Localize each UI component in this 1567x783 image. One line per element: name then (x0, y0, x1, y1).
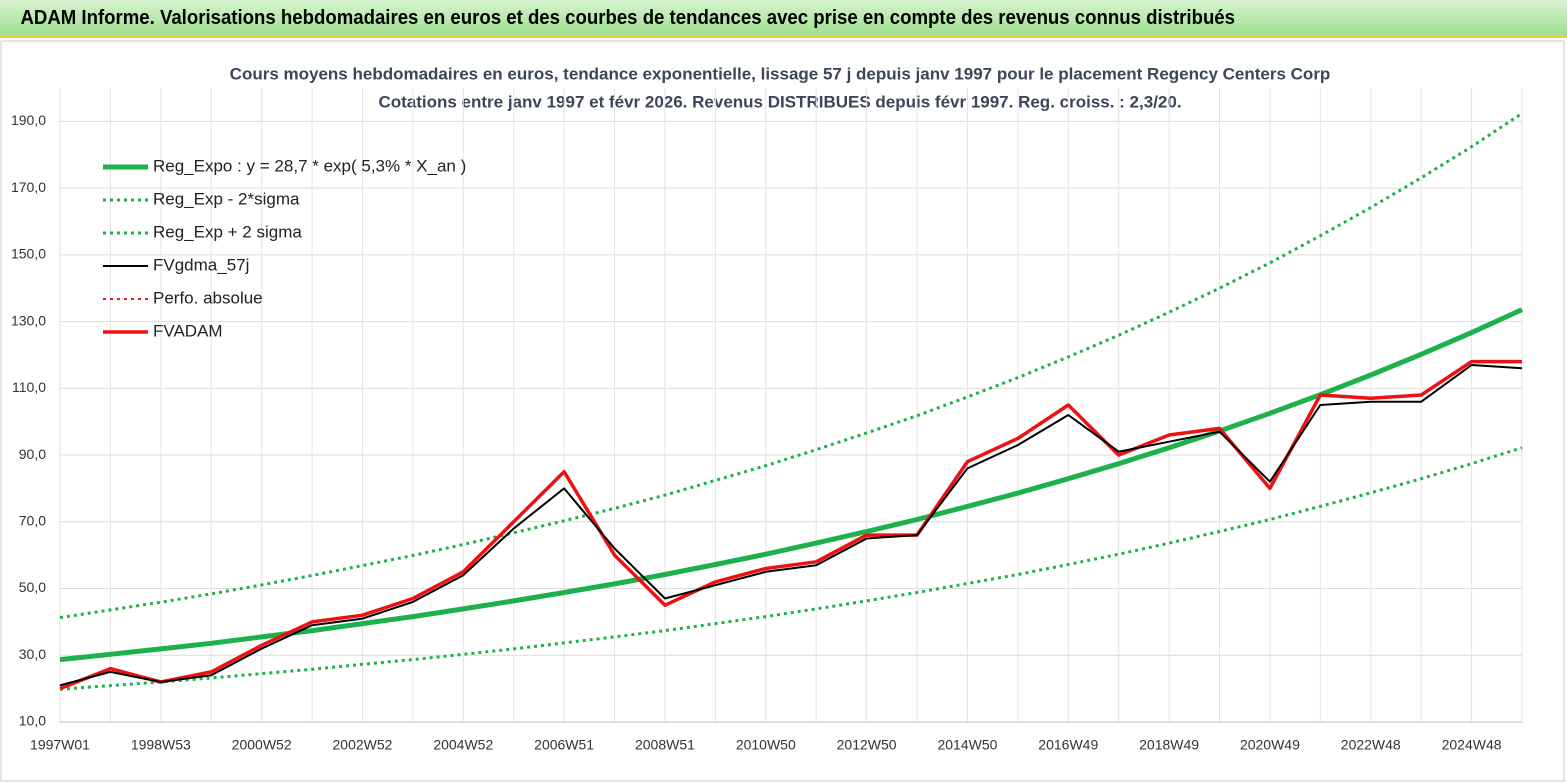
legend: Reg_Expo : y = 28,7 * exp( 5,3% * X_an )… (103, 156, 466, 340)
y-tick-label: 150,0 (11, 246, 46, 262)
x-tick-label: 2012W50 (837, 737, 897, 753)
y-tick-label: 130,0 (11, 312, 46, 328)
y-tick-label: 70,0 (19, 512, 46, 528)
y-tick-label: 10,0 (19, 713, 46, 729)
series-line (59, 112, 1523, 620)
x-tick-label: 2002W52 (333, 737, 393, 753)
series-line (59, 307, 1524, 663)
chart-frame (0, 40, 1565, 782)
x-tick-label: 2014W50 (937, 737, 997, 753)
legend-label: Reg_Expo : y = 28,7 * exp( 5,3% * X_an ) (153, 156, 466, 175)
legend-label: Reg_Exp + 2 sigma (153, 222, 302, 241)
x-tick-label: 2004W52 (433, 737, 493, 753)
y-tick-label: 30,0 (19, 646, 46, 662)
y-tick-label: 110,0 (12, 379, 46, 395)
x-tick-label: 2024W48 (1442, 737, 1502, 753)
y-tick-label: 90,0 (19, 446, 46, 462)
legend-label: Reg_Exp - 2*sigma (153, 189, 300, 208)
x-tick-label: 2020W49 (1240, 737, 1300, 753)
x-tick-label: 2022W48 (1341, 737, 1401, 753)
grid: 10,0 30,0 50,0 70,0 90,0 110,0 130,0 150,0 170,0… (11, 88, 1523, 753)
x-tick-label: 2008W51 (635, 737, 695, 753)
x-tick-label: 1998W53 (131, 737, 191, 753)
legend-label: FVgdma_57j (153, 255, 249, 274)
header: ADAM Informe. Valorisations hebdomadaire… (0, 0, 1567, 38)
y-tick-label: 170,0 (11, 179, 46, 195)
y-tick-label: 190,0 (11, 112, 46, 128)
series-line (59, 446, 1523, 691)
x-tick-label: 1997W01 (30, 737, 90, 753)
chart-subtitle: Cotations entre janv 1997 et févr 2026. … (378, 92, 1181, 111)
chart-title: Cours moyens hebdomadaires en euros, ten… (230, 64, 1331, 83)
x-tick-label: 2006W51 (534, 737, 594, 753)
chart: Cours moyens hebdomadaires en euros, ten… (0, 40, 1565, 782)
legend-label: FVADAM (153, 321, 223, 340)
series-line (59, 359, 1522, 691)
x-tick-label: 2016W49 (1038, 737, 1098, 753)
y-tick-label: 50,0 (19, 579, 46, 595)
header-title: ADAM Informe. Valorisations hebdomadaire… (20, 7, 1236, 29)
legend-label: Perfo. absolue (153, 288, 263, 307)
x-tick-label: 2010W50 (736, 737, 796, 753)
series-line (59, 364, 1523, 687)
plot (59, 112, 1524, 691)
x-tick-label: 2018W49 (1139, 737, 1199, 753)
x-tick-label: 2000W52 (232, 737, 292, 753)
